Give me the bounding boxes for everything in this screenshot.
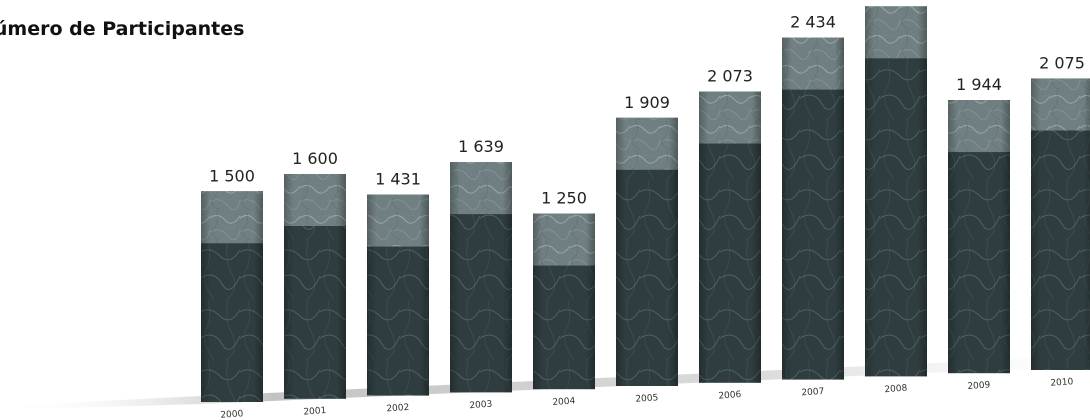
bar-shading	[367, 195, 429, 396]
bar-shading	[865, 6, 927, 376]
bar-shading	[616, 118, 678, 386]
bar-2006	[699, 92, 761, 383]
value-label: 1 431	[375, 170, 421, 189]
bar-shading	[284, 174, 346, 399]
x-tick-label: 2000	[220, 409, 244, 420]
bar-2008	[865, 6, 927, 376]
x-tick-label: 2009	[967, 380, 991, 392]
bar-2004	[533, 214, 595, 390]
bar-2002	[367, 195, 429, 396]
bar-2009	[948, 100, 1010, 373]
bar-2003	[450, 162, 512, 392]
bar-shading	[948, 100, 1010, 373]
value-label: 1 250	[541, 189, 587, 208]
bar-shading	[201, 191, 263, 402]
bar-2007	[782, 38, 844, 380]
x-tick-label: 2006	[718, 390, 742, 402]
bars-group	[201, 6, 1090, 402]
bar-shading	[1031, 78, 1090, 370]
value-label: 1 909	[624, 93, 670, 112]
bar-2001	[284, 174, 346, 399]
x-tick-label: 2008	[884, 384, 908, 396]
value-label: 1 600	[292, 149, 338, 168]
value-label: 2 073	[707, 67, 753, 86]
bar-shading	[533, 214, 595, 390]
value-label: 2 075	[1039, 53, 1085, 72]
bar-2010	[1031, 78, 1090, 370]
x-tick-label: 2007	[801, 387, 825, 399]
bar-shading	[699, 92, 761, 383]
value-label: 2 434	[790, 13, 836, 32]
bar-2005	[616, 118, 678, 386]
x-tick-label: 2010	[1050, 377, 1074, 389]
bar-shading	[782, 38, 844, 380]
x-tick-label: 2002	[386, 403, 410, 415]
value-label: 1 639	[458, 137, 504, 156]
x-tick-label: 2001	[303, 406, 327, 418]
x-tick-label: 2005	[635, 393, 659, 405]
bar-shading	[450, 162, 512, 392]
bar-2000	[201, 191, 263, 402]
value-label: 1 500	[209, 166, 255, 185]
x-tick-label: 2004	[552, 396, 576, 408]
value-label: 1 944	[956, 75, 1002, 94]
x-tick-label: 2003	[469, 400, 493, 412]
